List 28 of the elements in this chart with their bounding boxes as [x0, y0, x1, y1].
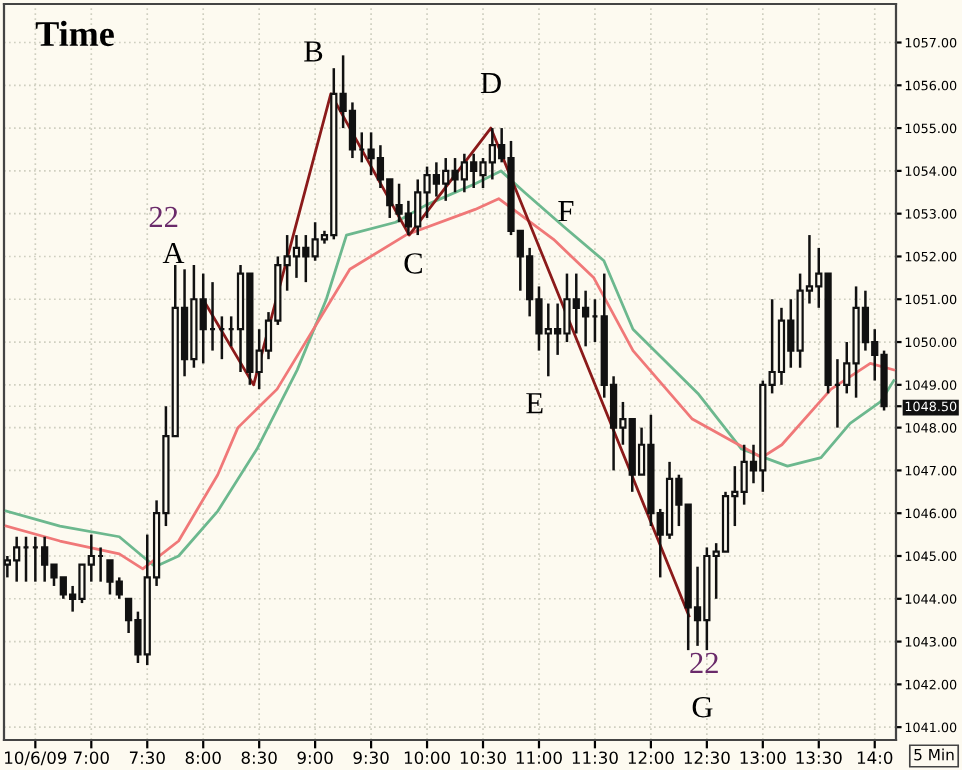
annotation: E: [526, 393, 543, 414]
x-tick-label: 8:00: [185, 751, 221, 765]
candlestick: [581, 289, 590, 348]
x-tick-label: 11:00: [516, 751, 562, 765]
annotation: 22: [690, 652, 718, 674]
x-tick-label: 9:30: [353, 751, 389, 765]
annotation: A: [162, 242, 185, 264]
annotation: F: [558, 201, 574, 222]
annotation: 22: [149, 206, 178, 227]
annotation: G: [692, 696, 713, 718]
x-tick-label: 12:00: [628, 751, 674, 765]
candlestick: [292, 233, 301, 280]
x-tick-label: 11:30: [572, 751, 618, 765]
x-tick-label: 10:30: [460, 751, 506, 765]
x-tick-label: 9:00: [297, 751, 333, 765]
x-tick-label: 14:0: [857, 751, 893, 765]
x-tick-label: 10/6/09: [5, 751, 67, 766]
annotation: C: [404, 253, 422, 274]
x-tick-label: 7:30: [129, 751, 165, 765]
x-tick-label: 8:30: [241, 751, 277, 765]
annotation: B: [304, 41, 323, 62]
annotation: D: [480, 73, 501, 94]
x-tick-label: 12:30: [684, 751, 730, 765]
x-tick-label: 10:00: [404, 751, 450, 765]
x-tick-label: 7:00: [73, 751, 109, 765]
x-tick-label: 13:00: [740, 751, 786, 765]
x-tick-label: 13:30: [796, 751, 842, 765]
chart-title: Time: [35, 20, 114, 47]
